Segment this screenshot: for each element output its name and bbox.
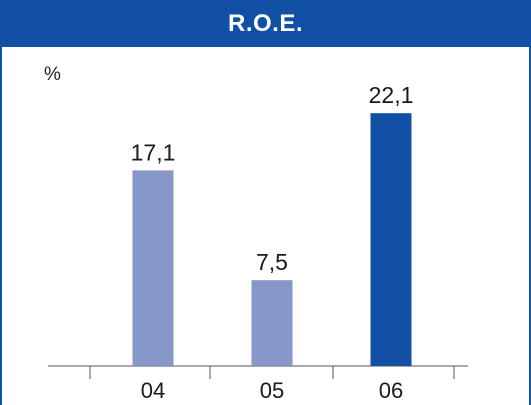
chart-header — [0, 0, 531, 47]
x-tick-label-04: 04 — [141, 378, 165, 403]
chart-title: R.O.E. — [227, 10, 303, 37]
data-label-05: 7,5 — [256, 249, 288, 275]
x-tick-label-05: 05 — [260, 378, 284, 403]
bar-04 — [132, 170, 174, 366]
bar-05 — [251, 280, 293, 366]
x-tick-label-06: 06 — [379, 378, 403, 403]
bar-06 — [370, 113, 412, 367]
frame-right-border — [529, 47, 531, 405]
data-label-06: 22,1 — [369, 82, 414, 108]
frame-left-border — [0, 47, 2, 405]
y-unit-label: % — [44, 64, 61, 85]
data-label-04: 17,1 — [131, 139, 176, 165]
